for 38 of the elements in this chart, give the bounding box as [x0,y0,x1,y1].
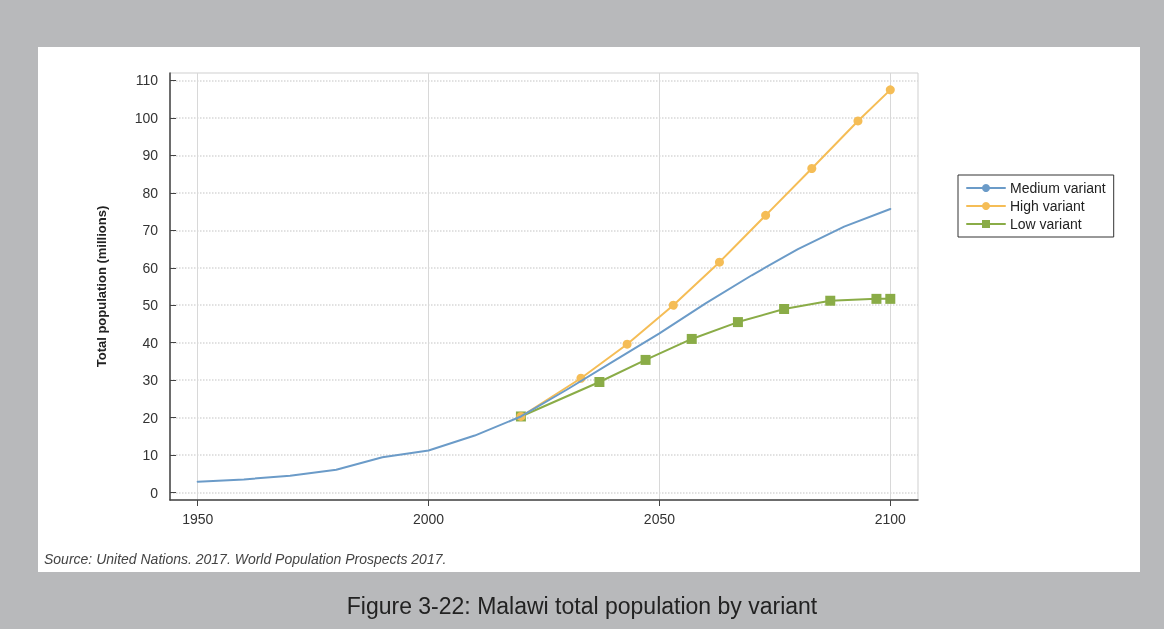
y-tick-label: 110 [135,72,159,89]
x-tick-label: 2050 [643,511,676,527]
point [668,300,678,310]
legend-label: Medium variant [1010,180,1106,196]
y-tick-label: 90 [142,147,159,164]
y-tick-label: 40 [142,334,159,351]
point [686,333,697,344]
point [885,85,895,95]
legend-label: Low variant [1010,216,1082,232]
point [622,339,632,349]
y-tick-label: 100 [134,109,159,126]
x-tick-label: 2100 [874,511,907,527]
point [871,293,882,304]
x-tick-label: 1950 [182,511,214,527]
point [825,295,836,306]
y-tick-label: 50 [142,297,159,314]
x-tick-label: 2000 [412,511,445,527]
point [761,210,771,220]
point [732,317,743,328]
y-tick-label: 20 [142,409,159,426]
y-tick-label: 80 [142,184,159,201]
y-tick-label: 10 [142,447,159,464]
line-series [196,207,892,483]
source-note: Source: United Nations. 2017. World Population Prospects 2017. [44,551,447,567]
point [640,354,651,365]
point [807,164,817,174]
y-axis-title: Total population (millions) [94,205,109,368]
point [779,303,790,314]
y-tick-label: 60 [142,259,159,276]
point [885,293,896,304]
text: Figure 3-22: Malawi total population by variant [345,593,819,620]
legend-label: High variant [1010,198,1085,214]
y-tick-label: 0 [150,484,159,501]
point [594,377,605,388]
y-tick-label: 30 [142,372,159,389]
point [853,116,863,126]
y-tick-label: 70 [142,222,159,239]
point [714,257,724,267]
